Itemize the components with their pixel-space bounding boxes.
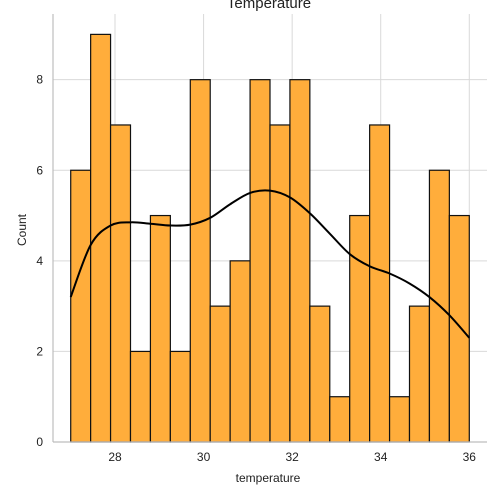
x-axis-label: temperature: [236, 471, 301, 485]
histogram-bar-4: [149, 214, 171, 443]
x-tick-label-32: 32: [285, 450, 299, 464]
kde-curve: [69, 189, 471, 339]
histogram-bar-5: [169, 350, 191, 443]
histogram-bar-8: [229, 260, 251, 443]
x-tick-label-30: 30: [197, 450, 211, 464]
histogram-bar-16: [388, 396, 411, 443]
x-tick-labels: 28 30 32 34 36: [108, 450, 476, 464]
bars: [70, 33, 470, 443]
histogram-bar-17: [408, 305, 431, 443]
histogram-bar-14: [349, 214, 371, 443]
histogram-bar-7: [209, 305, 231, 443]
histogram-bar-3: [129, 350, 152, 443]
y-tick-label-4: 4: [36, 254, 43, 268]
histogram-bar-13: [329, 396, 351, 443]
y-tick-labels: 0 2 4 6 8: [36, 73, 43, 449]
y-tick-label-6: 6: [36, 163, 43, 177]
y-tick-label-0: 0: [36, 435, 43, 449]
histogram-bar-9: [249, 79, 271, 443]
chart-title: Temperature: [227, 0, 311, 12]
histogram-bar-10: [269, 124, 291, 443]
y-tick-label-8: 8: [36, 73, 43, 87]
histogram-bar-0: [70, 169, 92, 443]
histogram-bar-11: [289, 79, 311, 443]
histogram-bar-2: [109, 124, 132, 443]
histogram-bar-1: [90, 33, 112, 443]
y-axis-label: Count: [15, 213, 29, 246]
histogram-bar-15: [369, 124, 391, 443]
histogram-bar-19: [448, 214, 470, 443]
axes: [52, 14, 487, 443]
x-tick-label-28: 28: [108, 450, 122, 464]
y-tick-label-2: 2: [36, 344, 43, 358]
histogram-bar-6: [189, 79, 211, 443]
x-tick-label-34: 34: [374, 450, 388, 464]
kde-curve-group: [69, 189, 471, 339]
x-tick-label-36: 36: [463, 450, 477, 464]
histogram-bar-12: [309, 305, 331, 443]
